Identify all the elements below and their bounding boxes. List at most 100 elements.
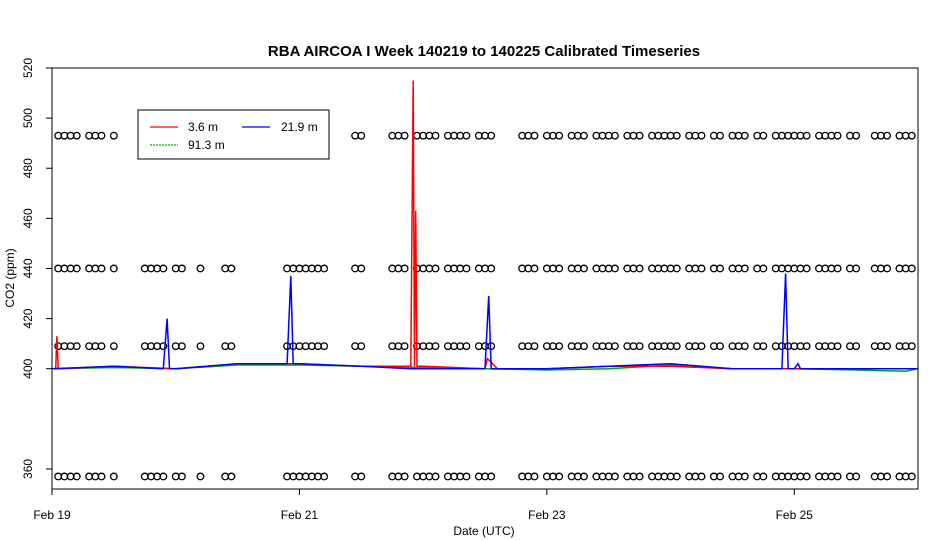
calibration-marker xyxy=(72,131,81,140)
calibration-marker xyxy=(357,342,366,351)
calibration-marker xyxy=(635,131,644,140)
calibration-marker xyxy=(716,264,725,273)
calibration-marker xyxy=(97,131,106,140)
calibration-marker xyxy=(400,264,409,273)
calibration-marker xyxy=(833,342,842,351)
calibration-marker xyxy=(802,131,811,140)
calibration-marker xyxy=(555,264,564,273)
calibration-marker xyxy=(400,472,409,481)
calibration-marker xyxy=(759,264,768,273)
calibration-marker xyxy=(462,131,471,140)
calibration-marker xyxy=(462,342,471,351)
marker-layer xyxy=(54,131,916,481)
y-tick-label: 440 xyxy=(21,258,35,278)
calibration-marker xyxy=(400,131,409,140)
legend-box xyxy=(137,109,330,160)
calibration-marker xyxy=(72,472,81,481)
calibration-marker xyxy=(227,472,236,481)
calibration-marker xyxy=(196,472,205,481)
calibration-marker xyxy=(97,472,106,481)
calibration-marker xyxy=(431,264,440,273)
calibration-marker xyxy=(883,131,892,140)
calibration-marker xyxy=(580,131,588,140)
calibration-marker xyxy=(357,264,366,273)
calibration-marker xyxy=(196,342,205,351)
calibration-marker xyxy=(177,472,186,481)
calibration-marker xyxy=(580,264,588,273)
calibration-marker xyxy=(177,342,186,351)
calibration-marker xyxy=(320,342,329,351)
y-axis: 360 400 420 440 460 480 500 520 xyxy=(21,58,52,479)
x-tick-label: Feb 21 xyxy=(281,508,319,522)
calibration-marker xyxy=(97,342,106,351)
calibration-marker xyxy=(697,131,706,140)
calibration-marker xyxy=(462,472,471,481)
calibration-marker xyxy=(109,472,118,481)
calibration-marker xyxy=(555,131,564,140)
calibration-marker xyxy=(227,264,236,273)
calibration-marker xyxy=(759,342,768,351)
calibration-marker xyxy=(97,264,106,273)
calibration-marker xyxy=(907,342,916,351)
series-layer xyxy=(51,80,919,372)
calibration-marker xyxy=(227,342,236,351)
calibration-marker xyxy=(109,131,118,140)
calibration-marker xyxy=(487,472,496,481)
calibration-marker xyxy=(833,264,842,273)
calibration-marker xyxy=(672,264,681,273)
x-tick-label: Feb 23 xyxy=(528,508,566,522)
calibration-marker xyxy=(431,131,440,140)
calibration-marker xyxy=(555,342,564,351)
series-line xyxy=(51,273,918,370)
calibration-marker xyxy=(177,264,186,273)
calibration-marker xyxy=(852,264,861,273)
calibration-marker xyxy=(530,264,539,273)
calibration-marker xyxy=(431,472,440,481)
y-tick-label: 500 xyxy=(21,108,35,128)
calibration-marker xyxy=(487,264,496,273)
calibration-marker xyxy=(320,264,329,273)
calibration-marker xyxy=(72,342,81,351)
y-tick-label: 460 xyxy=(21,208,35,228)
y-tick-label: 420 xyxy=(21,308,35,328)
calibration-marker xyxy=(196,264,205,273)
calibration-marker xyxy=(697,472,706,481)
legend: 3.6 m 21.9 m 91.3 m xyxy=(137,109,330,160)
calibration-marker xyxy=(159,472,168,481)
calibration-marker xyxy=(635,264,644,273)
calibration-marker xyxy=(462,264,471,273)
calibration-marker xyxy=(635,472,644,481)
calibration-marker xyxy=(852,472,861,481)
calibration-marker xyxy=(740,472,749,481)
calibration-marker xyxy=(580,342,588,351)
calibration-marker xyxy=(907,472,916,481)
calibration-marker xyxy=(431,342,440,351)
calibration-marker xyxy=(555,472,564,481)
calibration-marker xyxy=(759,472,768,481)
calibration-marker xyxy=(400,342,409,351)
calibration-marker xyxy=(716,342,725,351)
calibration-marker xyxy=(883,472,892,481)
calibration-marker xyxy=(802,342,811,351)
legend-label-3-6m: 3.6 m xyxy=(188,120,218,134)
calibration-marker xyxy=(635,342,644,351)
calibration-marker xyxy=(357,472,366,481)
calibration-marker xyxy=(672,472,681,481)
calibration-marker xyxy=(109,264,118,273)
y-tick-label: 400 xyxy=(21,358,35,378)
calibration-marker xyxy=(109,342,118,351)
calibration-marker xyxy=(672,342,681,351)
legend-label-91-3m: 91.3 m xyxy=(188,138,225,152)
calibration-marker xyxy=(610,342,619,351)
calibration-marker xyxy=(883,264,892,273)
x-axis-label: Date (UTC) xyxy=(453,524,514,538)
calibration-marker xyxy=(320,472,329,481)
chart-title: RBA AIRCOA I Week 140219 to 140225 Calib… xyxy=(268,43,700,60)
calibration-marker xyxy=(580,472,588,481)
calibration-marker xyxy=(740,342,749,351)
y-tick-label: 360 xyxy=(21,459,35,479)
calibration-marker xyxy=(852,131,861,140)
calibration-marker xyxy=(530,472,539,481)
calibration-marker xyxy=(159,342,168,351)
calibration-marker xyxy=(610,472,619,481)
